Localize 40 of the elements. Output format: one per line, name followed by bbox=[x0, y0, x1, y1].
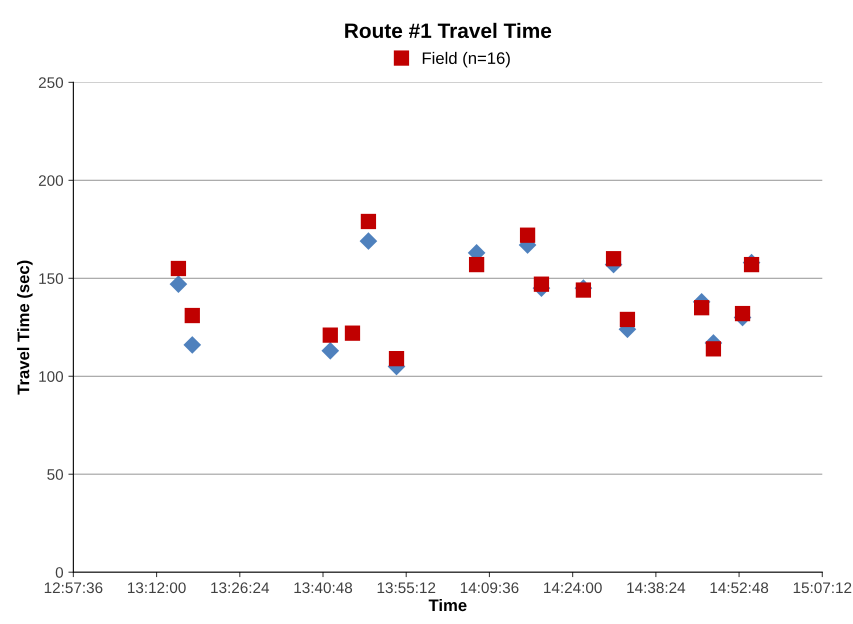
legend-label: Field (n=16) bbox=[422, 52, 510, 68]
point bbox=[520, 228, 536, 243]
point bbox=[620, 312, 636, 328]
y-tick-label: 200 bbox=[38, 175, 64, 186]
y-tick-label: 0 bbox=[56, 567, 64, 578]
point bbox=[321, 342, 340, 360]
point bbox=[694, 300, 710, 316]
point bbox=[170, 275, 188, 294]
x-tick-label: 13:40:48 bbox=[294, 582, 352, 594]
point bbox=[468, 256, 484, 272]
point bbox=[184, 308, 200, 324]
point bbox=[576, 282, 592, 298]
x-axis-title: Time bbox=[428, 598, 467, 612]
x-tick-label: 13:12:00 bbox=[128, 582, 186, 594]
y-axis-title: Travel Time (sec) bbox=[17, 260, 33, 395]
x-tick-label: 12:57:36 bbox=[44, 582, 102, 594]
x-tick-label: 14:38:24 bbox=[627, 582, 686, 594]
x-tick-label: 14:09:36 bbox=[460, 582, 518, 594]
x-tick-label: 14:24:00 bbox=[544, 582, 602, 594]
x-tick-label: 13:26:24 bbox=[211, 582, 270, 594]
point bbox=[360, 214, 376, 230]
x-tick-label: 14:52:48 bbox=[710, 582, 768, 594]
point bbox=[360, 232, 378, 250]
y-tick-label: 250 bbox=[38, 77, 64, 88]
x-tick-label: 13:55:12 bbox=[378, 582, 436, 594]
y-tick-label: 100 bbox=[39, 371, 64, 382]
point bbox=[606, 251, 622, 266]
point bbox=[388, 351, 404, 366]
y-tick-label: 50 bbox=[47, 469, 64, 480]
y-tick-label: 150 bbox=[39, 273, 64, 284]
point bbox=[706, 341, 722, 356]
point bbox=[534, 276, 550, 292]
x-tick-label: 15:07:12 bbox=[794, 582, 852, 594]
point bbox=[183, 336, 202, 354]
point bbox=[744, 256, 760, 272]
chart-title: Route #1 Travel Time bbox=[345, 22, 552, 38]
point bbox=[344, 326, 360, 341]
point bbox=[170, 260, 186, 276]
point bbox=[734, 306, 750, 322]
point bbox=[322, 327, 338, 343]
